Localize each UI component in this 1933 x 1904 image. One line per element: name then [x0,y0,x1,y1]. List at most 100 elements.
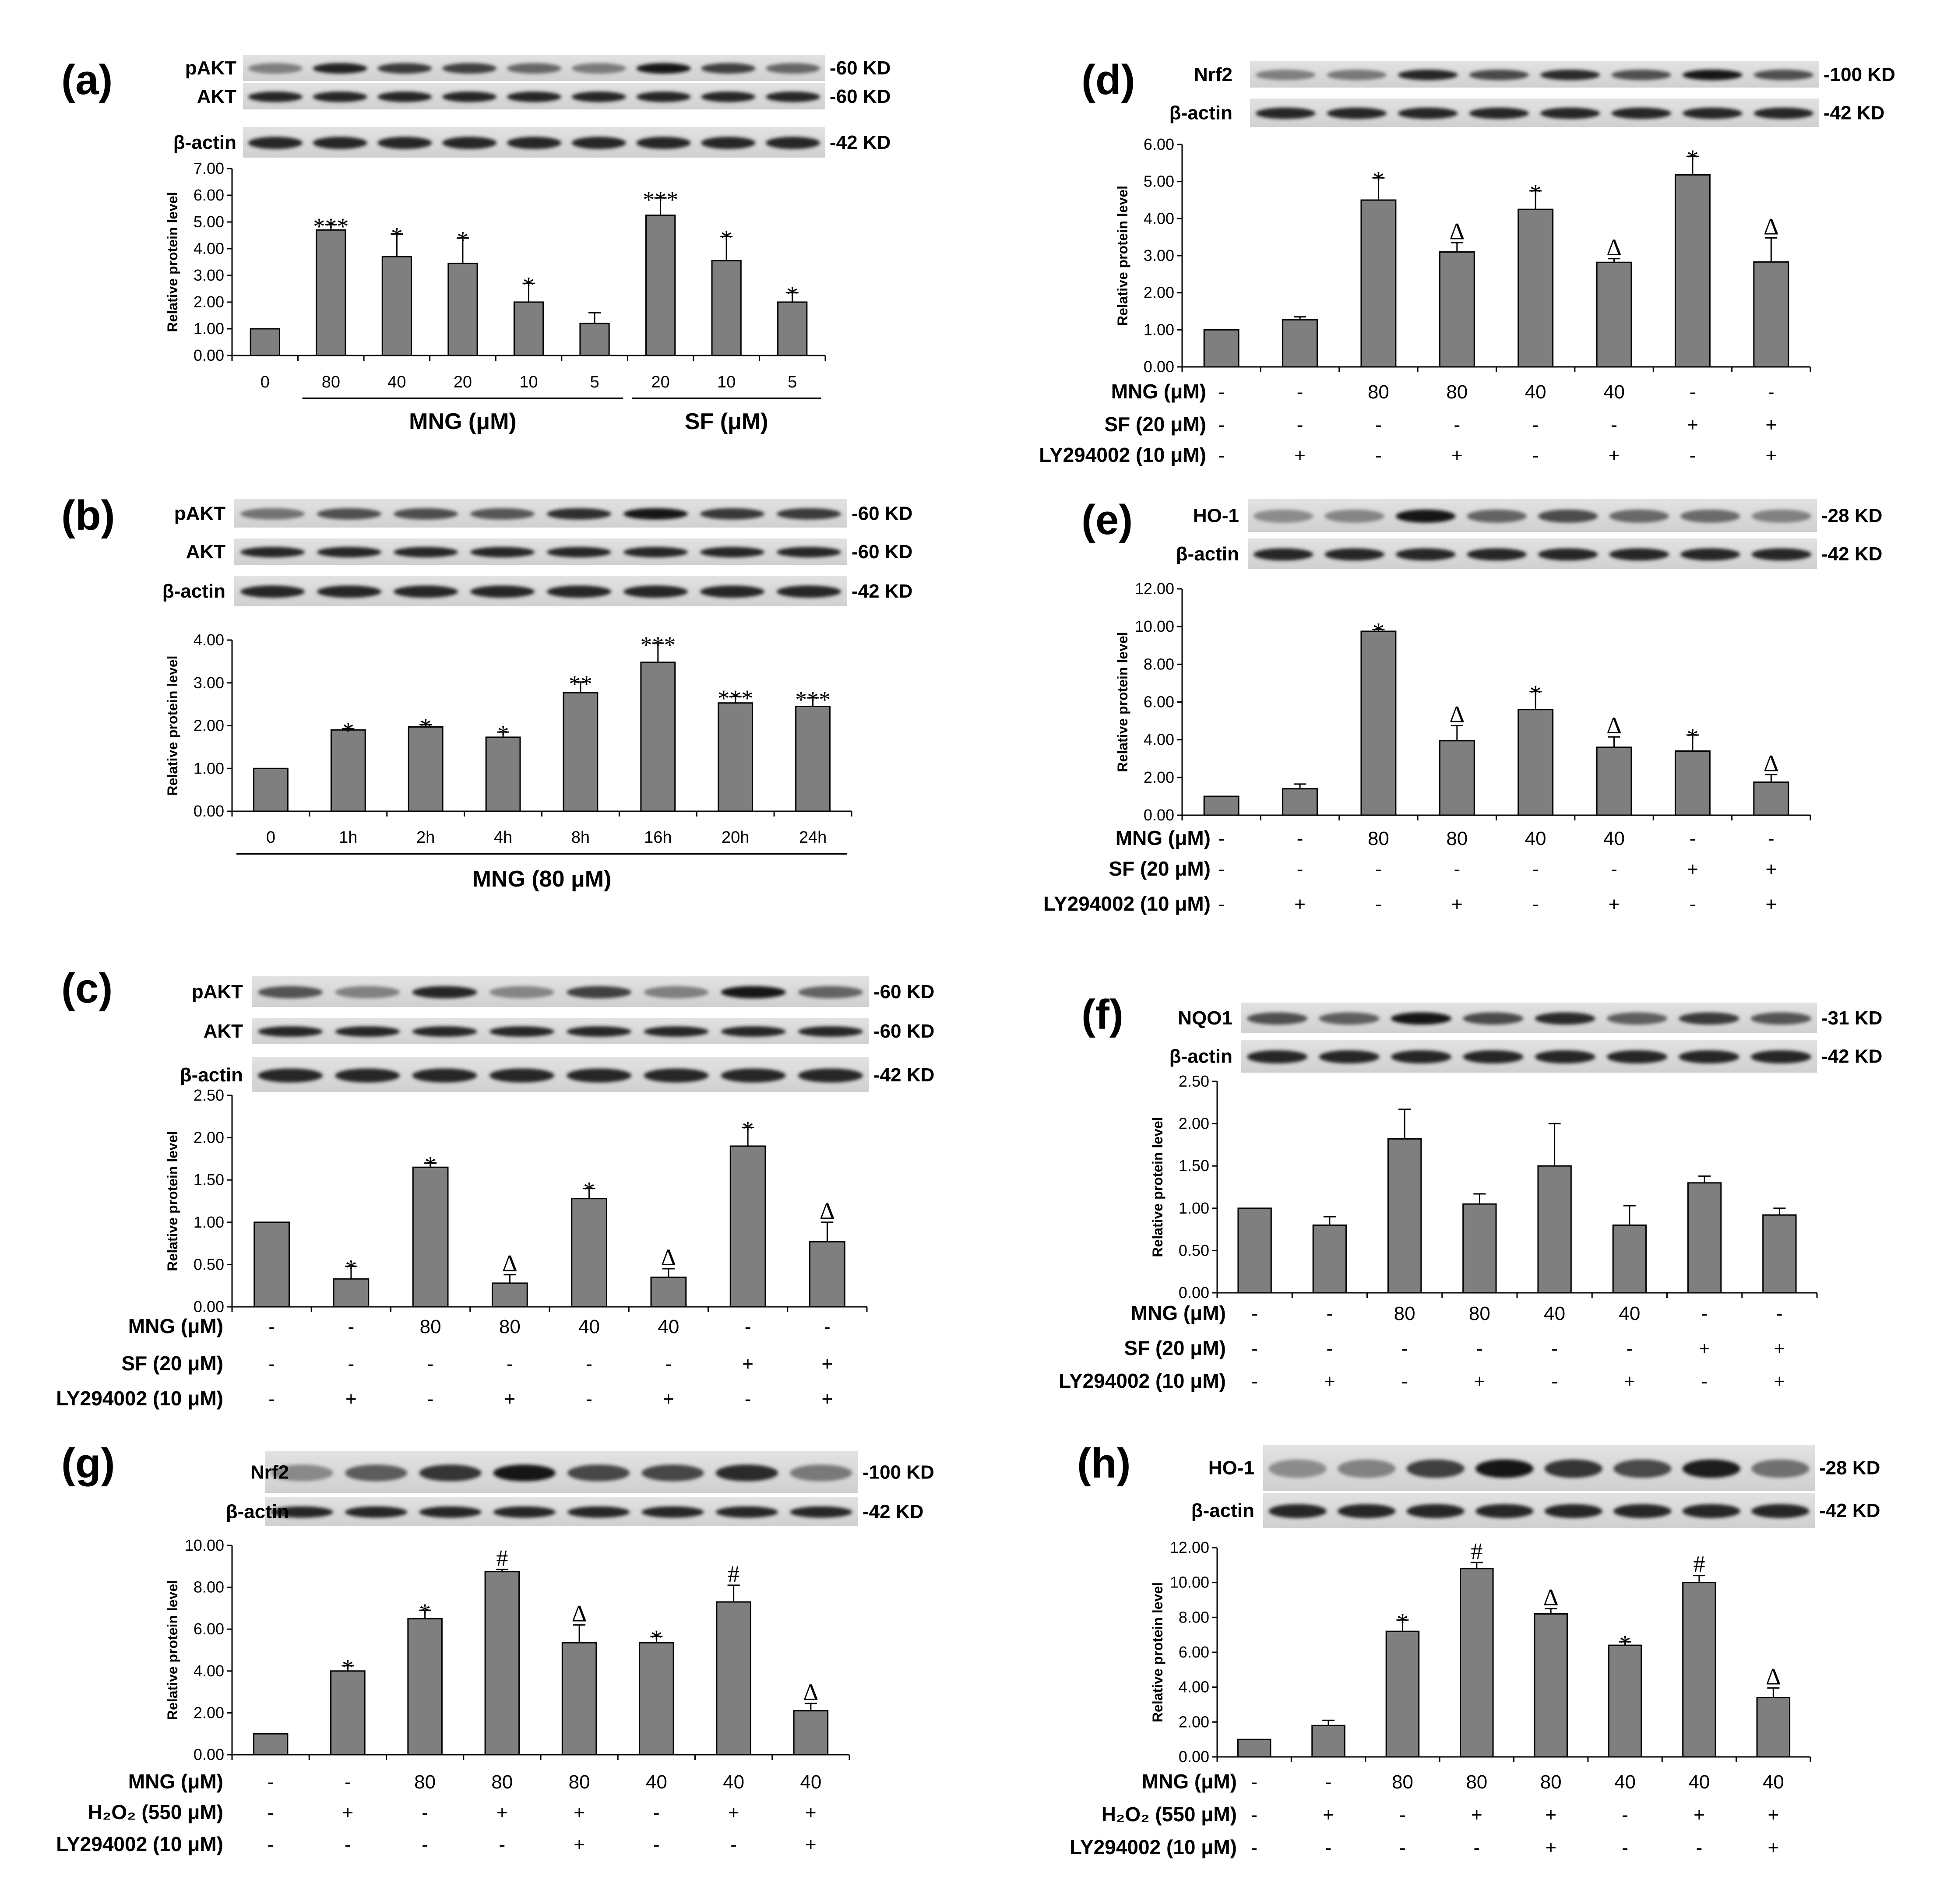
blot-band [1406,1459,1465,1478]
blot-band [419,1464,482,1482]
blot-band [377,137,432,149]
blot-β-actin: β-actin -42 KD [1169,1040,1882,1073]
bar [809,1241,845,1308]
condition-label: LY294002 (10 μM) [56,1387,223,1410]
blot-band [1406,1504,1465,1518]
blot-band [721,1026,786,1037]
blot-band [1463,1012,1524,1025]
significance-mark: *** [313,213,349,239]
condition-value: - [1218,859,1225,880]
panel-d: (d) Nrf2 -100 KD β-actin -42 KD Relative prot… [1039,56,1895,466]
panel-label: (f) [1081,991,1123,1038]
y-tick-label: 0.00 [1179,1284,1209,1302]
blot-band [1611,107,1671,119]
blot-band [1609,548,1669,561]
kd-label: -42 KD [1821,1046,1882,1067]
significance-mark: # [1471,1538,1482,1564]
blot-label: β-actin [162,581,225,602]
significance-mark: * [1530,179,1542,206]
blot-β-actin: β-actin -42 KD [1191,1493,1880,1528]
significance-mark: * [651,1625,662,1651]
blot-band [715,1464,778,1482]
bar [1762,1214,1797,1294]
blot-band [701,137,756,149]
significance-mark: * [391,222,403,249]
bar [1439,251,1475,368]
blot-band [700,547,764,558]
blot-band [1751,1504,1810,1518]
blot-band [1535,1050,1595,1063]
y-tick-label: 2.00 [194,293,224,311]
y-axis-label: Relative protein level [1150,1582,1165,1722]
y-tick-label: 6.00 [1179,1643,1209,1661]
x-tick-label: 10 [519,373,538,391]
significance-mark: *** [643,187,678,213]
blot-band [644,1026,709,1037]
condition-value: - [1551,1338,1558,1359]
bar [1534,1613,1568,1758]
blot-band [641,1464,704,1482]
blot-band [1682,1504,1740,1518]
blot-band [1396,510,1456,523]
blot-pAKT: pAKT -60 KD [192,976,934,1007]
condition-value: - [345,1834,351,1855]
bar [253,1733,289,1756]
blot-band [636,137,691,149]
blot-β-actin: β-actin -42 KD [162,576,912,606]
y-axis-label: Relative protein level [1115,186,1130,326]
y-tick-label: 5.00 [1144,172,1174,190]
significance-mark: * [342,717,354,743]
bar [579,323,610,356]
condition-value: - [1627,1338,1633,1359]
condition-value: + [1323,1804,1334,1826]
significance-mark: * [786,282,798,308]
blot-band [377,63,432,74]
y-tick-label: 6.00 [1144,693,1174,711]
blot-HO-1: HO-1 -28 KD [1193,499,1882,532]
kd-label: -42 KD [1824,102,1884,124]
y-axis-label: Relative protein level [1150,1117,1165,1257]
significance-mark: * [457,227,468,253]
x-tick-label: 20 [651,373,669,391]
blot-band [1607,1012,1668,1025]
bar-chart: Relative protein level 0.00 2.00 4.00 6.00 8.… [1115,580,1811,824]
condition-value: - [745,1316,751,1337]
bar [330,729,366,812]
bar [513,301,544,356]
blot-band [1268,1504,1327,1518]
blot-band [507,137,562,149]
bar [1674,174,1711,368]
blot-band [700,585,764,598]
blot-label: pAKT [192,981,243,1003]
blot-band [790,1464,852,1482]
significance-mark: * [583,1177,595,1204]
blot-band [1398,107,1458,119]
kd-label: -60 KD [830,86,891,107]
condition-value: - [1690,828,1696,849]
condition-value: 40 [800,1771,821,1793]
bar [407,1618,443,1756]
significance-mark: Δ [1449,218,1465,244]
blot-AKT: AKT -60 KD [204,1018,934,1044]
kd-label: -60 KD [873,981,934,1003]
bar [777,301,808,356]
blot-band [1680,510,1740,523]
condition-value: - [1622,1837,1628,1858]
panel-label: (e) [1081,496,1133,543]
y-tick-label: 3.00 [194,266,224,284]
blot-band [1256,70,1316,81]
bar [716,1601,751,1756]
panel-label: (a) [61,56,113,103]
y-tick-label: 0.00 [194,802,224,820]
blot-band [317,508,381,520]
bar [381,256,412,356]
significance-mark: Δ [803,1679,819,1705]
condition-value: + [1765,894,1777,915]
blot-band [248,92,303,102]
bar-chart: Relative protein level 0.00 2.00 4.00 6.00 8.… [165,1536,850,1763]
bar [729,1145,766,1308]
condition-value: 80 [1394,1303,1415,1324]
condition-value: - [1701,1303,1708,1324]
blot-band [258,986,323,999]
blot-band [798,986,863,999]
